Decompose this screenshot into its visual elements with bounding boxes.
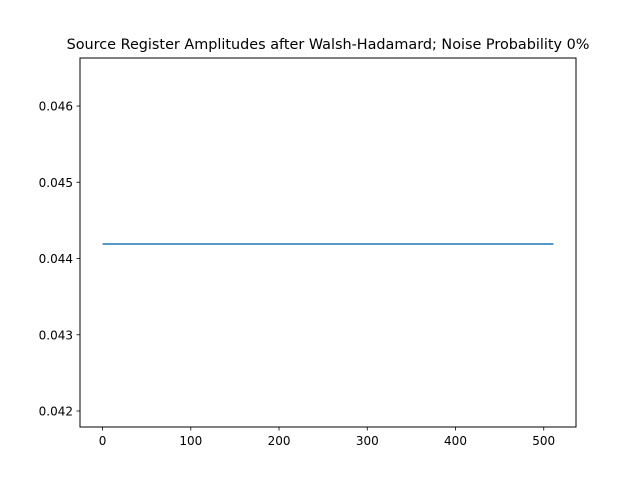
plot-frame [79, 57, 577, 428]
chart-title: Source Register Amplitudes after Walsh-H… [67, 37, 590, 53]
x-tick-label: 300 [356, 434, 379, 448]
y-tick-label: 0.046 [39, 100, 73, 114]
y-axis: 0.042 0.043 0.044 0.045 0.046 [39, 100, 80, 418]
x-tick-label: 200 [268, 434, 291, 448]
y-tick-label: 0.043 [39, 328, 73, 342]
x-tick-label: 400 [444, 434, 467, 448]
x-tick-label: 0 [99, 434, 107, 448]
y-tick-label: 0.045 [39, 176, 73, 190]
plot-area [80, 58, 576, 427]
y-tick-label: 0.042 [39, 404, 73, 418]
x-tick-label: 500 [532, 434, 555, 448]
x-tick-label: 100 [179, 434, 202, 448]
y-tick-label: 0.044 [39, 252, 73, 266]
x-axis: 0 100 200 300 400 500 [99, 427, 555, 448]
